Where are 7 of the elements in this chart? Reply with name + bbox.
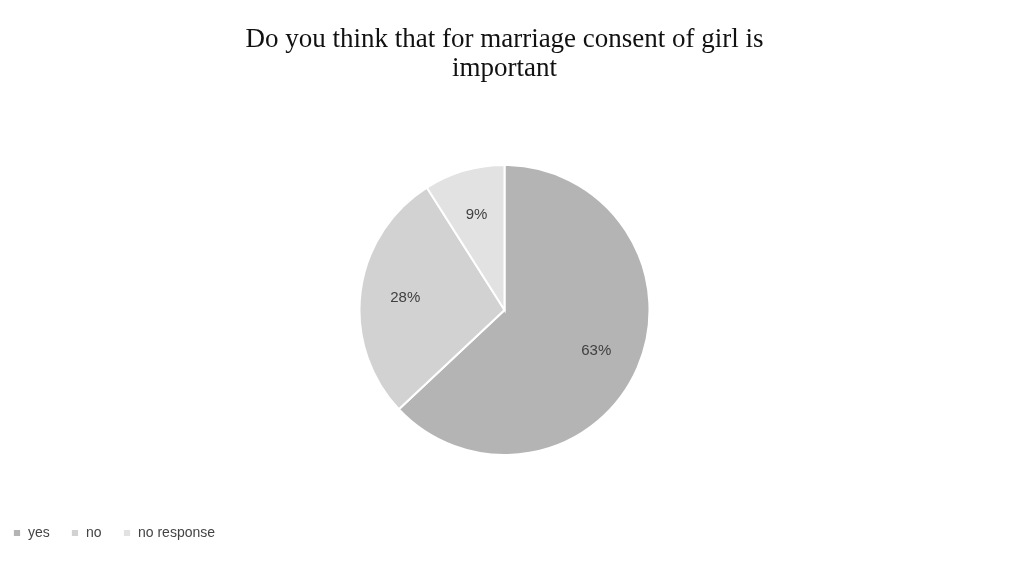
data-label: 63% — [581, 340, 612, 358]
legend-label: no — [86, 524, 102, 540]
data-label: 9% — [465, 204, 488, 222]
legend-label: yes — [28, 524, 50, 540]
data-label: 28% — [390, 288, 421, 306]
chart-title: Do you think that for marriage consent of girl is important — [245, 23, 764, 82]
legend-label: no response — [138, 524, 216, 540]
